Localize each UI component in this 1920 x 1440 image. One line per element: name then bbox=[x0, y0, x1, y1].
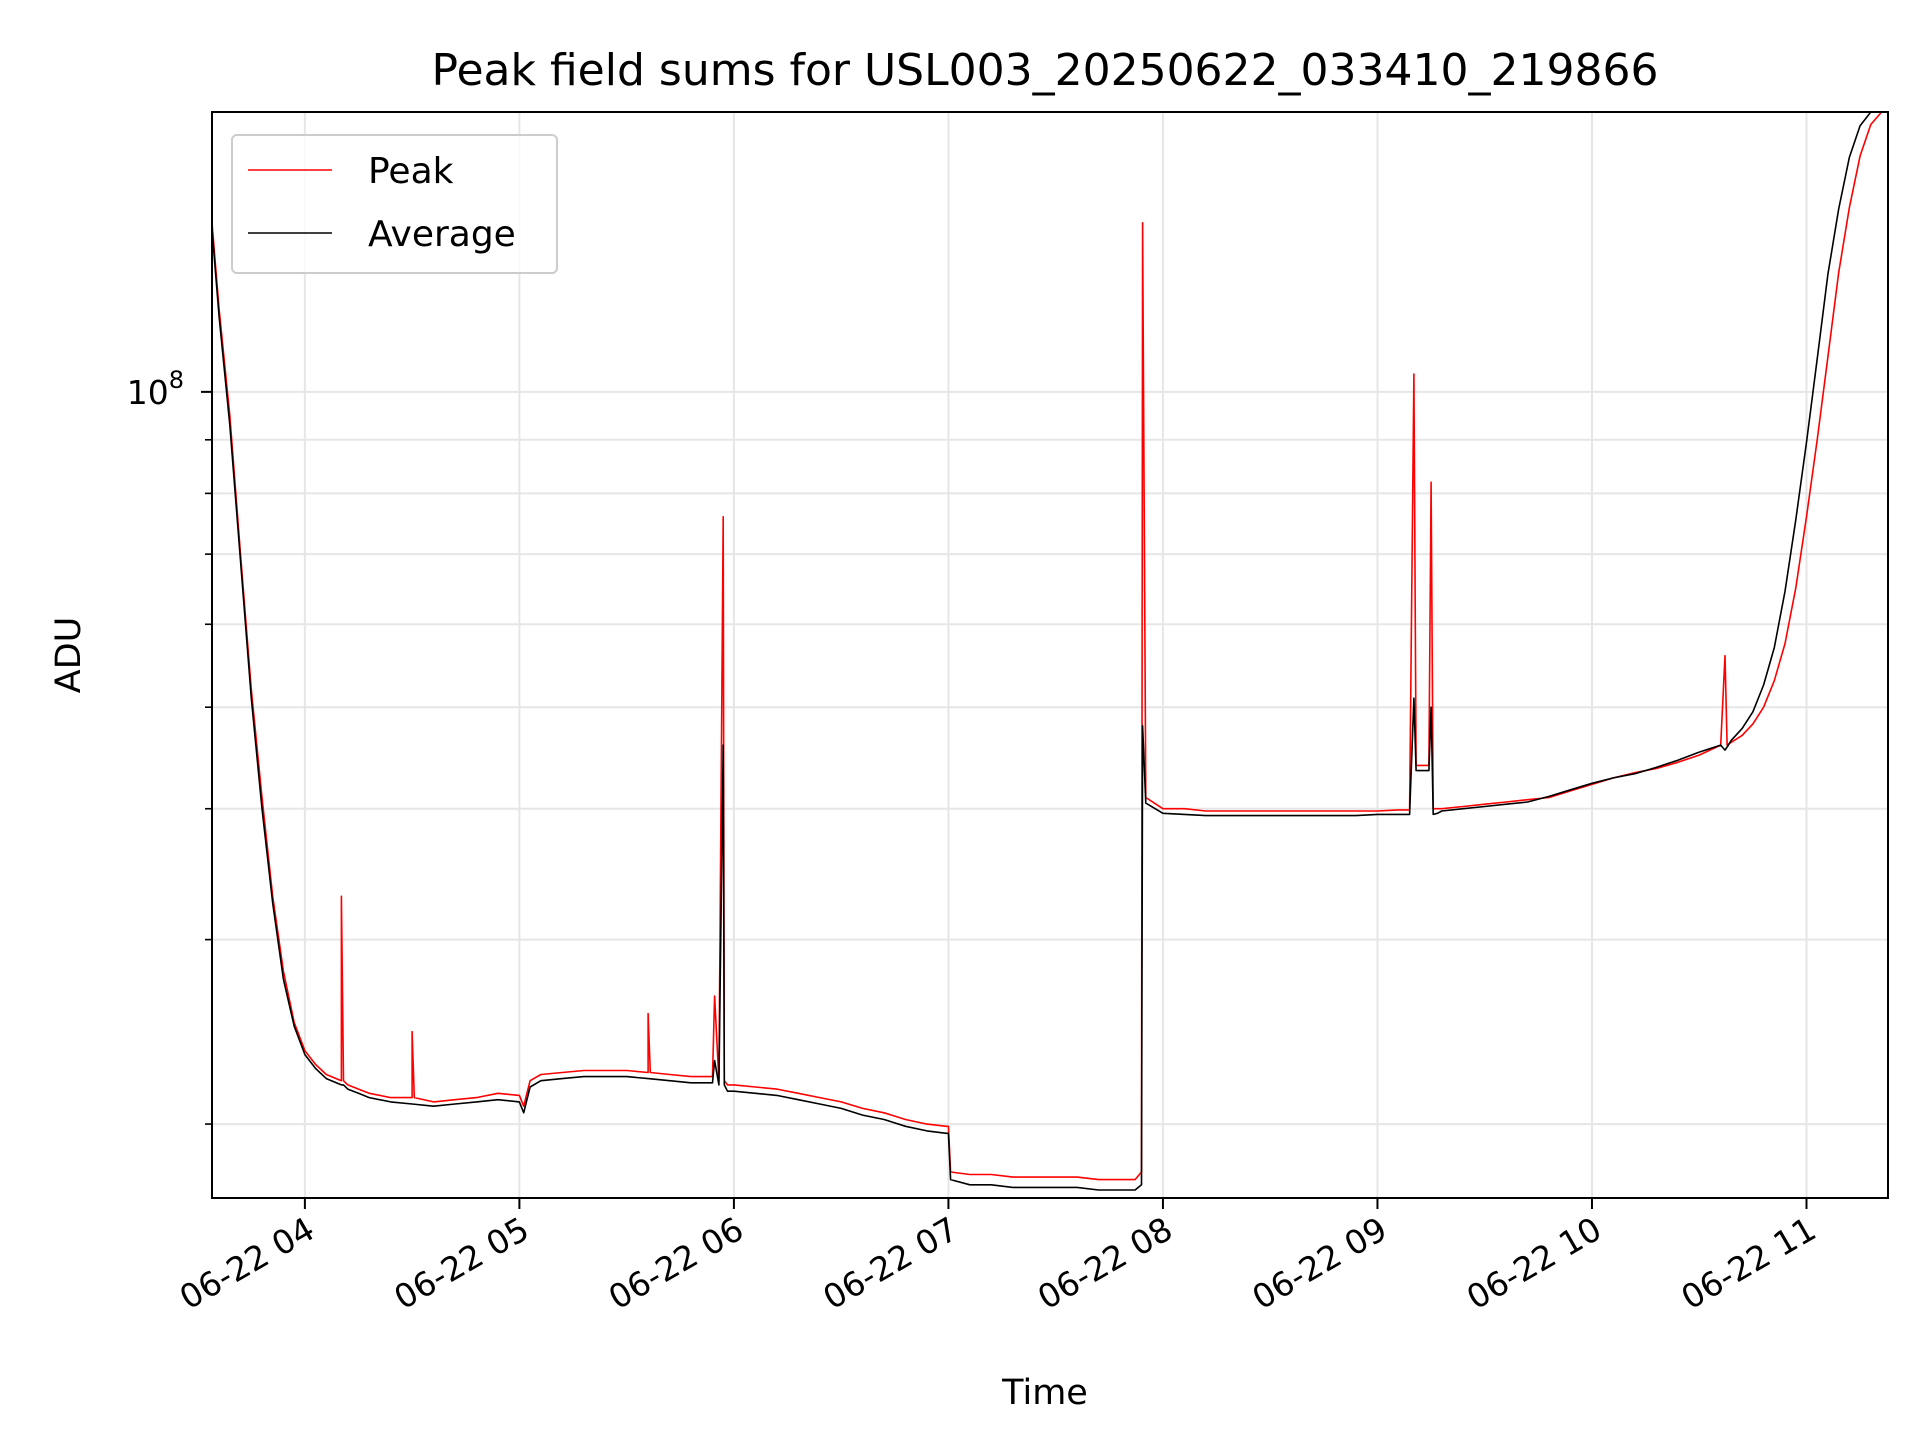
y-axis-title: ADU bbox=[49, 617, 89, 694]
x-axis-title: Time bbox=[1001, 1373, 1088, 1413]
legend: Peak Average bbox=[231, 134, 558, 274]
series-layer bbox=[211, 111, 1888, 1191]
legend-label-peak: Peak bbox=[368, 151, 454, 192]
grid-layer bbox=[212, 112, 1888, 1198]
y-tick-label-exponent: 8 bbox=[169, 366, 184, 394]
legend-label-average: Average bbox=[368, 214, 516, 255]
chart-title: Peak field sums for USL003_20250622_0334… bbox=[432, 45, 1659, 96]
series-line-peak bbox=[211, 111, 1888, 1181]
series-line-average bbox=[211, 111, 1882, 1191]
plot-frame bbox=[211, 111, 1889, 1199]
